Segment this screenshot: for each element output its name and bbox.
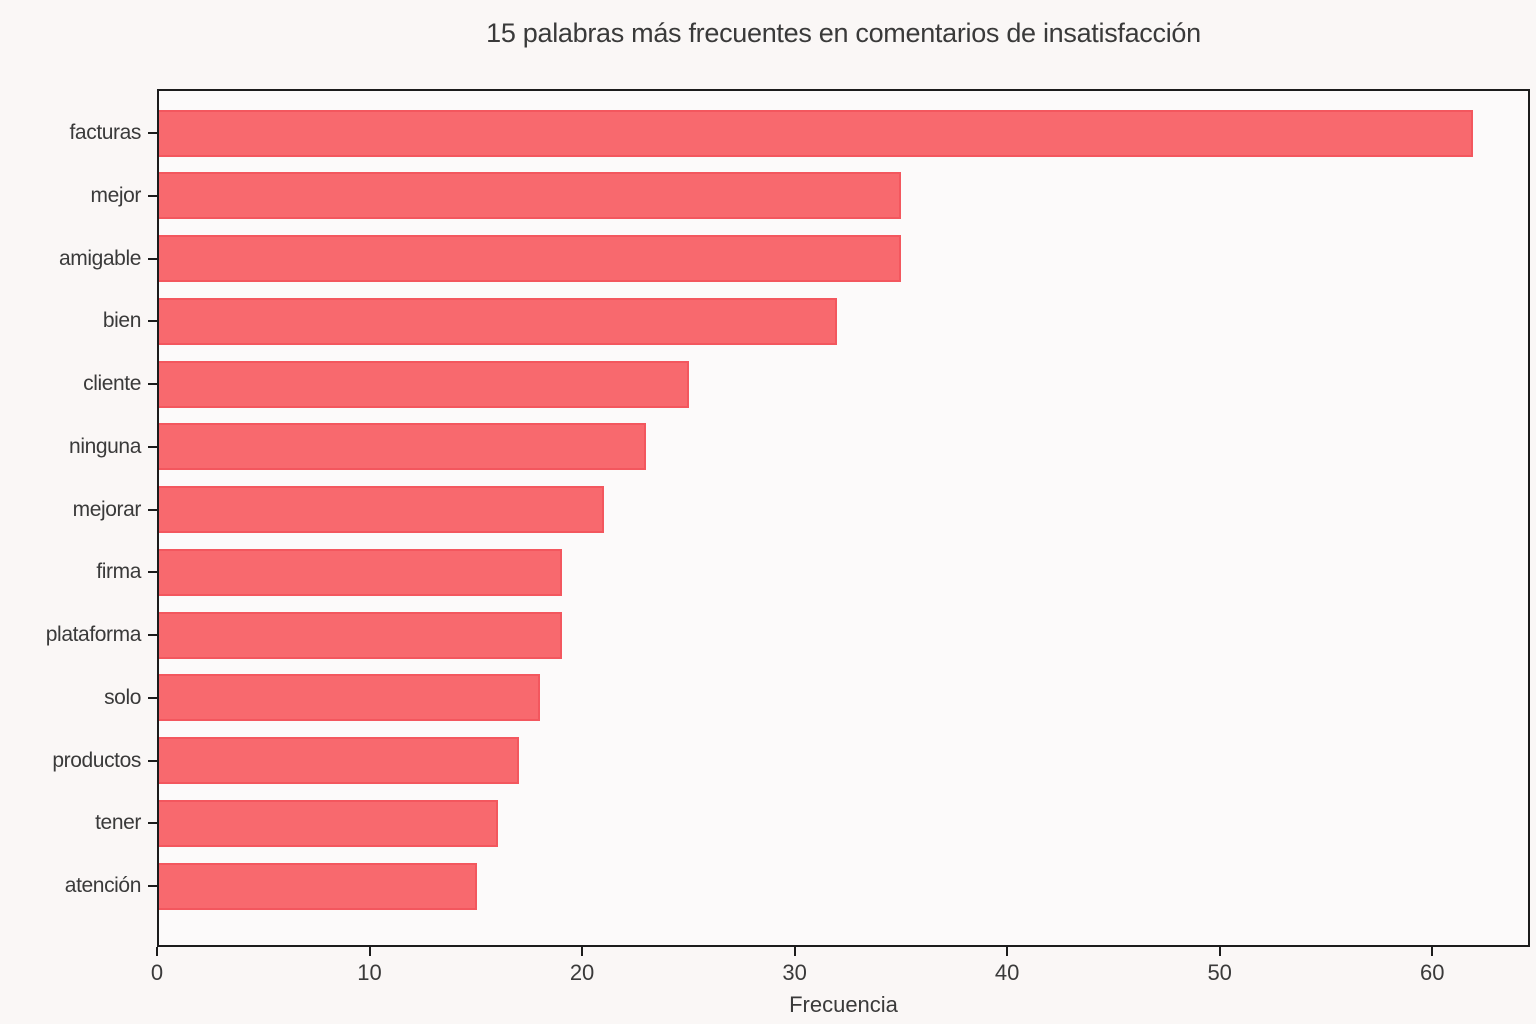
x-axis-label: Frecuencia [789, 992, 898, 1017]
bar [159, 674, 541, 722]
bar [159, 172, 901, 220]
x-tick-label: 0 [150, 960, 164, 985]
y-tick-label: atención [64, 874, 142, 897]
x-tick-mark [368, 947, 371, 956]
plot-area [157, 89, 1530, 947]
bar [159, 297, 838, 345]
y-tick-label: plataforma [45, 623, 142, 646]
y-tick-label: tener [95, 811, 141, 835]
y-tick-label: cliente [83, 372, 141, 395]
bar [159, 423, 647, 471]
y-tick-mark [148, 822, 157, 825]
x-tick-mark [156, 947, 158, 956]
bar [159, 486, 605, 533]
x-tick-mark [581, 947, 584, 956]
y-tick-mark [148, 508, 157, 511]
y-tick-label: solo [104, 685, 141, 709]
bar [159, 235, 901, 282]
y-tick-label: firma [96, 560, 141, 584]
y-tick-mark [148, 445, 157, 448]
x-tick-label: 30 [782, 960, 807, 985]
y-tick-label: mejorar [72, 497, 142, 521]
y-tick-label: facturas [69, 121, 142, 144]
y-tick-mark [148, 194, 157, 197]
y-tick-label: bien [102, 309, 142, 333]
x-tick-label: 40 [994, 960, 1020, 985]
x-tick-mark [793, 947, 796, 956]
y-tick-label: amigable [58, 246, 141, 270]
bar [159, 862, 477, 910]
x-tick-label: 60 [1419, 960, 1445, 985]
y-tick-mark [148, 132, 157, 134]
y-axis-labels: facturas mejor amigable bien cliente ninguna m… [0, 89, 147, 947]
y-tick-mark [148, 571, 157, 574]
y-tick-mark [148, 257, 157, 260]
y-tick-label: productos [52, 748, 141, 772]
y-tick-mark [148, 634, 157, 636]
chart-title: 15 palabras más frecuentes en comentario… [486, 18, 1201, 48]
y-tick-mark [148, 320, 157, 323]
y-tick-mark [148, 759, 157, 762]
x-tick-mark [1431, 947, 1434, 956]
bar [159, 737, 520, 784]
x-tick-label: 50 [1207, 960, 1232, 985]
y-tick-mark [148, 696, 157, 699]
x-tick-mark [1006, 947, 1009, 956]
y-tick-label: mejor [90, 183, 141, 207]
bar [159, 360, 689, 408]
y-tick-mark [148, 383, 157, 385]
bar [159, 611, 562, 659]
bar [159, 548, 562, 596]
x-tick-mark [1218, 947, 1221, 956]
bar [159, 799, 499, 847]
y-tick-mark [148, 885, 157, 887]
y-tick-label: ninguna [69, 434, 141, 458]
x-tick-label: 20 [569, 960, 595, 985]
bar [159, 109, 1473, 157]
x-tick-label: 10 [357, 960, 382, 985]
